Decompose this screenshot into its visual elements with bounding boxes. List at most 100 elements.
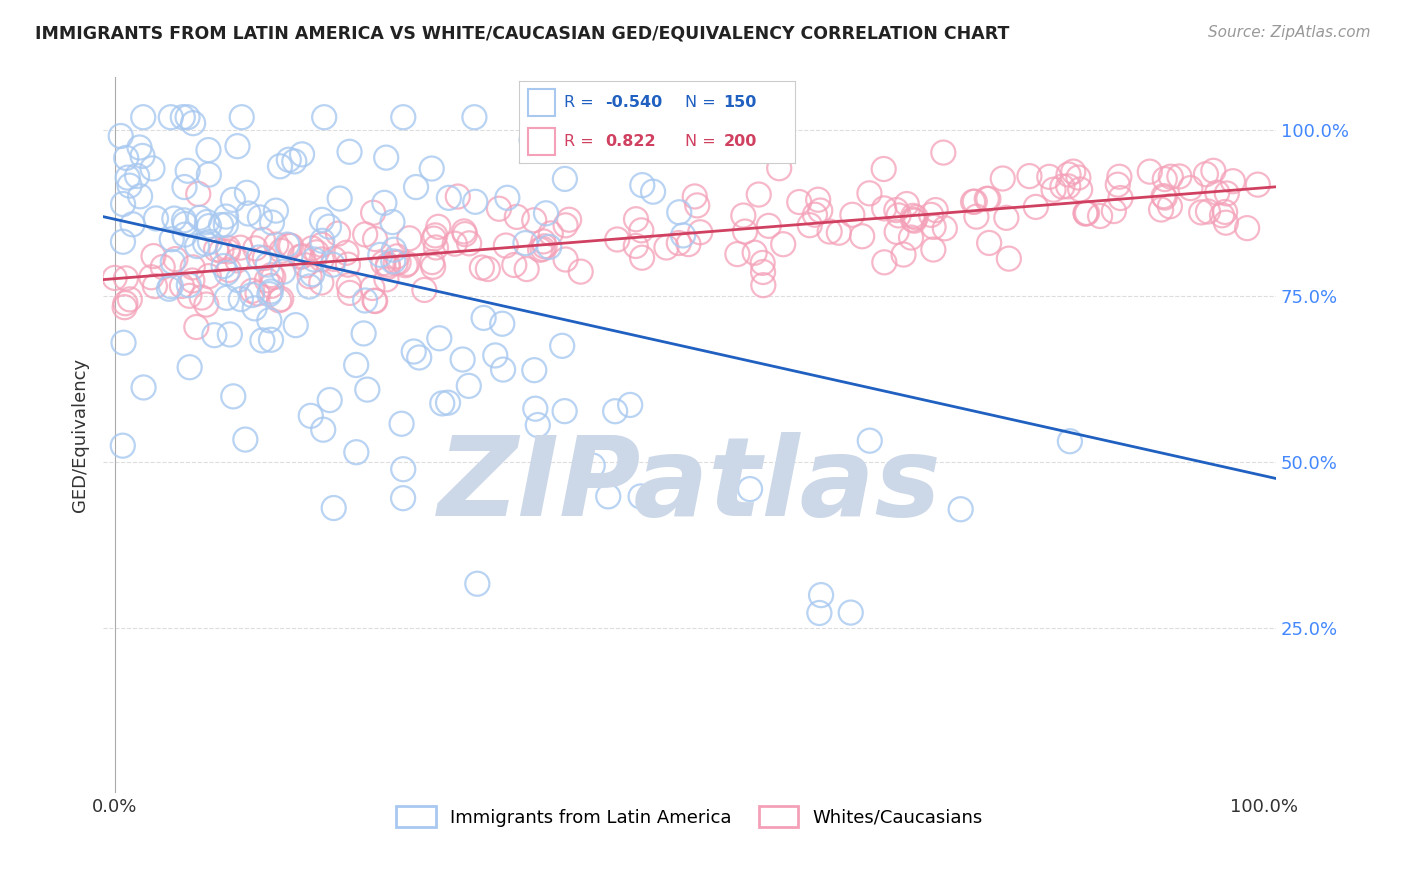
Point [1139,164,1161,178]
Point [1057,179,1080,194]
Point [226,253,249,268]
Point [260,268,283,282]
Point [534,206,557,220]
Point [361,281,384,295]
Point [523,363,546,377]
Point [118,293,141,307]
Point [1215,216,1237,230]
Point [425,240,447,254]
Point [464,194,486,209]
Point [873,161,896,176]
Point [641,185,664,199]
Point [472,310,495,325]
Point [432,396,454,410]
Point [631,178,654,193]
Point [187,186,209,201]
Point [516,262,538,277]
Point [752,265,775,279]
Point [901,212,924,227]
Point [976,192,998,206]
Point [197,143,219,157]
Point [260,215,283,229]
Point [284,318,307,333]
Point [422,260,444,274]
Point [337,278,360,293]
Point [273,265,295,279]
Point [260,285,283,299]
Point [768,161,790,176]
Point [886,203,908,218]
Point [115,151,138,165]
Point [198,168,221,182]
Point [1160,169,1182,184]
Point [963,194,986,209]
Point [554,252,576,267]
Point [142,249,165,263]
Point [326,227,349,241]
Point [949,502,972,516]
Point [839,606,862,620]
Point [157,282,180,296]
Point [991,171,1014,186]
Point [311,237,333,252]
Point [427,331,450,345]
Text: Source: ZipAtlas.com: Source: ZipAtlas.com [1208,25,1371,40]
Point [145,211,167,226]
Point [311,276,333,290]
Point [215,266,238,280]
Point [260,278,283,293]
Point [132,380,155,394]
Point [1213,205,1236,219]
Point [1153,189,1175,203]
Point [114,296,136,310]
Point [1067,170,1090,185]
Point [1102,204,1125,219]
Point [259,287,281,301]
Point [896,197,918,211]
Point [280,239,302,253]
Point [121,217,143,231]
Point [233,433,256,447]
Point [388,255,411,269]
Point [396,257,419,271]
Point [353,326,375,341]
Point [312,423,335,437]
Point [381,215,404,229]
Point [176,110,198,124]
Point [606,232,628,246]
Point [738,482,761,496]
Point [1059,434,1081,449]
Point [283,154,305,169]
Point [195,297,218,311]
Point [238,206,260,220]
Point [1222,174,1244,188]
Point [529,243,551,257]
Point [240,284,263,298]
Point [127,169,149,183]
Point [503,258,526,272]
Point [977,192,1000,206]
Point [787,194,810,209]
Point [384,256,406,270]
Point [226,273,249,287]
Point [1074,206,1097,220]
Point [924,203,946,218]
Point [252,233,274,247]
Point [198,235,221,249]
Point [177,278,200,293]
Point [903,213,925,227]
Point [465,576,488,591]
Point [132,110,155,124]
Point [322,501,344,516]
Point [392,491,415,505]
Point [1189,205,1212,219]
Point [733,209,755,223]
Point [1076,206,1098,220]
Point [252,334,274,348]
Point [222,193,245,207]
Point [672,228,695,243]
Point [249,211,271,225]
Point [527,417,550,432]
Y-axis label: GED/Equivalency: GED/Equivalency [72,359,89,513]
Point [903,209,925,223]
